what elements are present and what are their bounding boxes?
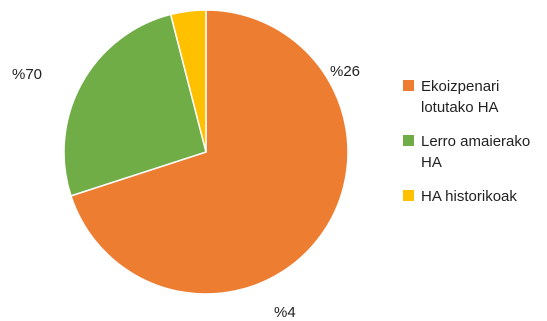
legend-swatch-ekoizpenari	[403, 80, 414, 91]
legend-item-ekoizpenari: Ekoizpenari lotutako HA	[403, 76, 543, 118]
legend-swatch-historikoak	[403, 190, 414, 201]
slice-label-historikoak: %4	[274, 304, 296, 321]
legend-item-historikoak: HA historikoak	[403, 186, 543, 207]
pie-slice-2	[63, 13, 207, 197]
legend: Ekoizpenari lotutako HA Lerro amaierako …	[403, 76, 543, 207]
pie-slice-1	[70, 9, 349, 295]
legend-item-lerro-amaierako: Lerro amaierako HA	[403, 131, 543, 173]
legend-label-ekoizpenari: Ekoizpenari lotutako HA	[421, 78, 500, 116]
legend-label-historikoak: HA historikoak	[421, 188, 517, 205]
slice-label-lerro-amaierako: %26	[330, 63, 361, 80]
slice-label-ekoizpenari: %70	[12, 66, 43, 83]
pie-slice-3	[169, 9, 207, 153]
legend-label-lerro-amaierako: Lerro amaierako HA	[421, 133, 531, 171]
legend-swatch-lerro-amaierako	[403, 135, 414, 146]
